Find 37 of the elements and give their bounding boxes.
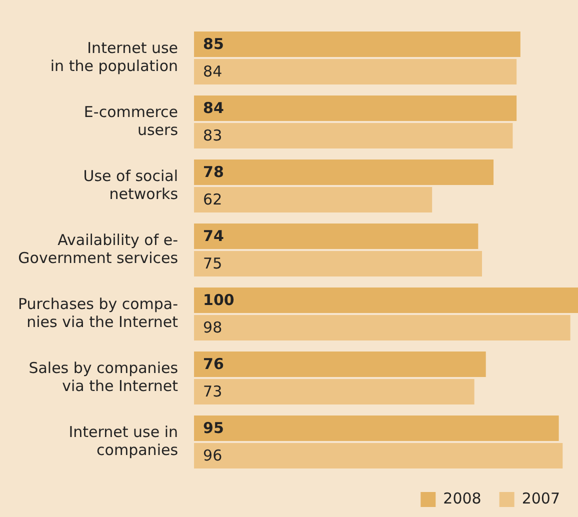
bar	[194, 122, 513, 149]
data-label: 75	[203, 254, 222, 273]
data-label: 84	[203, 62, 222, 81]
data-label: 78	[203, 163, 224, 182]
bar	[194, 314, 570, 341]
bar	[194, 415, 559, 442]
y-tick-label: Use of social networks	[83, 166, 178, 203]
bar	[194, 287, 578, 314]
bar	[194, 31, 520, 58]
bar	[194, 378, 474, 405]
data-label: 98	[203, 318, 222, 337]
data-label: 73	[203, 382, 222, 401]
data-label: 83	[203, 126, 222, 145]
bar	[194, 351, 486, 378]
y-tick-label: Availability of e- Government services	[18, 230, 178, 267]
legend-label: 2008	[443, 489, 482, 508]
data-label: 96	[203, 446, 222, 465]
bar	[194, 159, 494, 186]
y-tick-label: Sales by companies via the Internet	[28, 358, 178, 395]
data-label: 95	[203, 419, 224, 438]
y-tick-label: Internet use in the population	[50, 38, 178, 75]
data-label: 76	[203, 355, 224, 374]
data-label: 85	[203, 35, 224, 54]
bar	[194, 58, 517, 85]
y-tick-label: E-commerce users	[84, 102, 178, 139]
legend-label: 2007	[522, 489, 560, 508]
data-label: 74	[203, 227, 224, 246]
bar	[194, 95, 517, 122]
data-label: 100	[203, 291, 234, 310]
data-label: 84	[203, 99, 224, 118]
bar	[194, 186, 432, 213]
bar	[194, 442, 563, 469]
data-label: 62	[203, 190, 222, 209]
y-tick-label: Internet use in companies	[68, 422, 178, 459]
bar	[194, 250, 482, 277]
y-tick-label: Purchases by compa- nies via the Internet	[18, 294, 178, 331]
bar	[194, 223, 478, 250]
